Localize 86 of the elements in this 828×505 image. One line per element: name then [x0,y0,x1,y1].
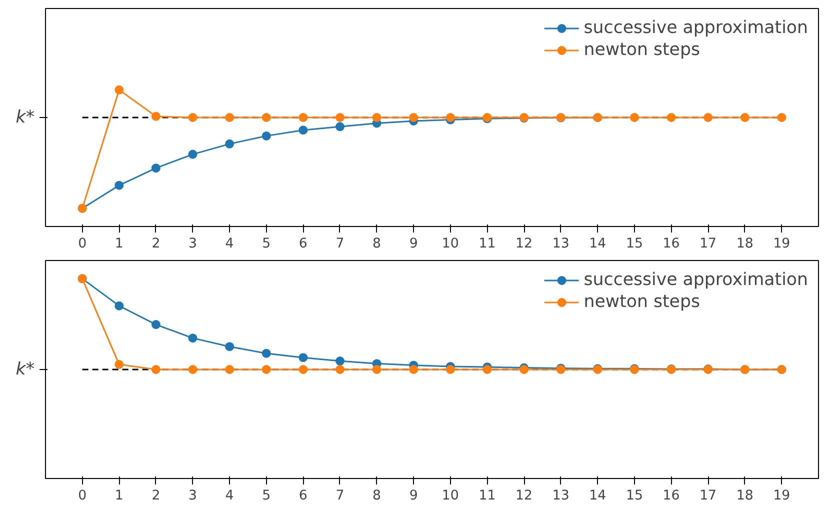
point [630,113,639,122]
x-tick-label: 13 [552,236,570,252]
x-tick-label: 5 [262,236,271,252]
x-tick-label: 1 [114,488,124,504]
point [409,365,418,374]
point [372,113,382,122]
point [114,301,124,310]
point [335,356,344,366]
legend-label: successive approximation [584,270,808,290]
x-tick-label: 8 [372,236,382,252]
point [482,365,492,374]
x-tick-label: 7 [336,236,344,252]
x-tick-label: 18 [736,236,754,252]
x-tick-label: 3 [188,488,197,504]
x-tick-label: 5 [262,488,271,504]
x-tick-label: 0 [78,236,87,252]
point [666,113,676,122]
point [704,113,713,122]
point [262,365,271,374]
x-tick-label: 15 [626,236,643,252]
point [188,334,198,343]
point [298,365,308,374]
x-tick-label: 2 [152,236,160,252]
point [188,113,198,122]
legend-label: successive approximation [584,18,808,38]
legend-label: newton steps [584,40,700,60]
x-tick-label: 7 [336,488,344,504]
point [188,365,198,374]
x-tick-label: 2 [152,488,160,504]
x-tick-label: 12 [516,488,533,504]
point [225,139,234,148]
point [298,353,308,362]
point [298,126,308,135]
x-tick-label: 6 [298,488,308,504]
x-tick-label: 12 [516,236,533,252]
point [225,113,234,122]
x-tick-label: 8 [372,488,382,504]
legend-label: newton steps [584,292,700,312]
x-tick-label: 18 [736,488,754,504]
x-tick-label: 17 [700,488,717,504]
x-tick-label: 10 [442,236,459,252]
x-tick-label: 16 [662,488,680,504]
point [151,365,160,374]
x-tick-label: 14 [589,236,606,252]
ref-line-label: k* [16,108,35,128]
point [225,365,234,374]
point [262,348,271,358]
x-tick-label: 11 [478,236,496,252]
x-tick-label: 16 [662,236,680,252]
point [262,113,271,122]
point [372,365,382,374]
point [446,365,455,374]
point [188,150,198,159]
point [151,164,160,173]
x-tick-label: 19 [773,236,790,252]
point [114,360,124,369]
point [262,131,271,140]
point [114,180,124,190]
point [151,112,160,121]
point [777,113,786,122]
point [335,122,344,132]
x-tick-label: 6 [298,236,308,252]
x-tick-label: 13 [552,488,570,504]
x-tick-label: 0 [78,488,87,504]
x-tick-label: 17 [700,236,717,252]
x-tick-label: 3 [188,236,197,252]
x-tick-label: 4 [225,236,234,252]
point [151,320,160,330]
x-tick-label: 4 [225,488,234,504]
point [335,113,344,122]
x-tick-label: 1 [114,236,124,252]
x-tick-label: 9 [409,236,418,252]
point [335,365,344,374]
x-tick-label: 10 [442,488,459,504]
point [298,113,308,122]
point [114,85,124,94]
point [225,342,234,352]
point [740,113,750,122]
point [446,113,455,122]
x-tick-label: 19 [773,488,790,504]
x-tick-label: 9 [409,488,418,504]
x-tick-label: 11 [478,488,496,504]
x-tick-label: 14 [589,488,606,504]
x-tick-label: 15 [626,488,643,504]
point [409,113,418,122]
ref-line-label: k* [16,360,35,380]
